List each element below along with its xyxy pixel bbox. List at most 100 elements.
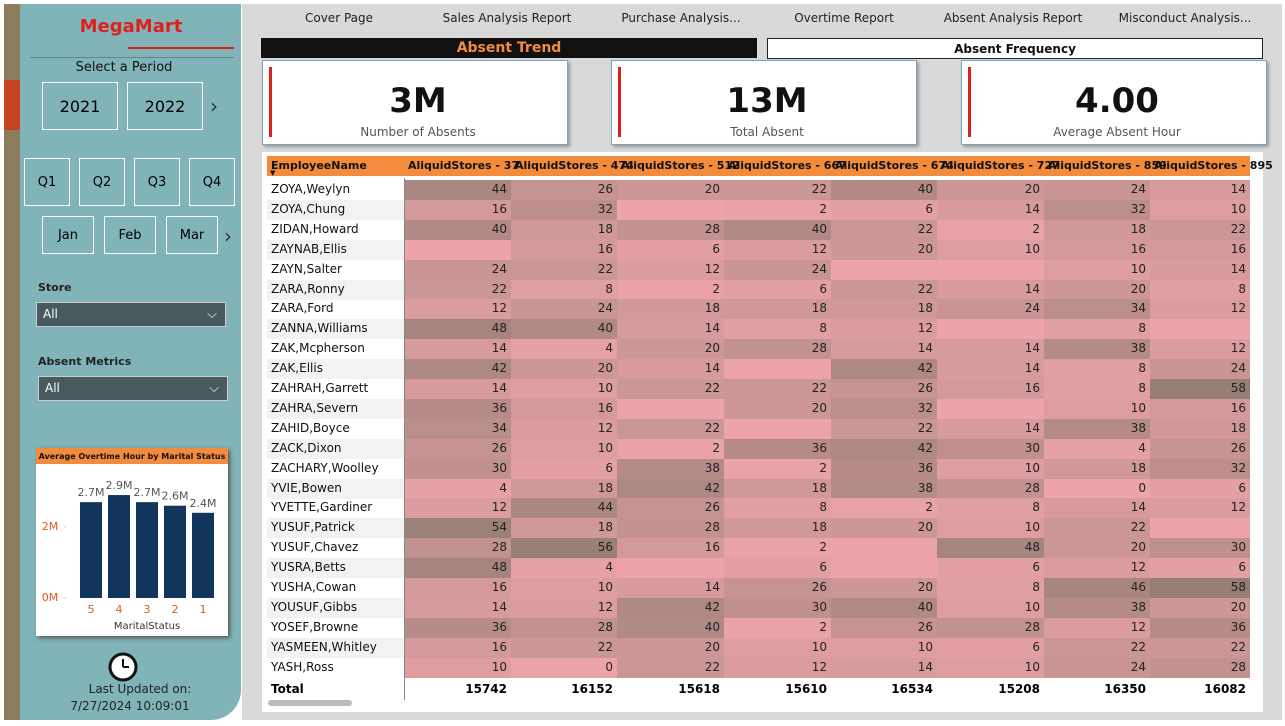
column-header[interactable]: AliquidStores - 474 xyxy=(515,159,634,172)
kpi-value: 3M xyxy=(389,81,447,121)
month-button[interactable]: Mar xyxy=(166,216,218,254)
column-header[interactable]: AliquidStores - 667 xyxy=(728,159,847,172)
nav-tab[interactable]: Purchase Analysis... xyxy=(621,11,741,25)
table-cell: 34 xyxy=(404,418,511,439)
row-label: ZOYA,Chung xyxy=(267,199,404,220)
value-label: 2.4M xyxy=(190,497,217,510)
table-cell: 32 xyxy=(831,398,937,419)
quarter-button[interactable]: Q2 xyxy=(79,158,125,206)
table-cell: 56 xyxy=(511,538,617,559)
column-header[interactable]: AliquidStores - 859 xyxy=(1048,159,1167,172)
table-cell: 12 xyxy=(724,239,831,260)
table-cell: 22 xyxy=(831,418,937,439)
table-cell: 10 xyxy=(1044,398,1150,419)
table-cell: 22 xyxy=(831,219,937,240)
nav-tab[interactable]: Misconduct Analysis... xyxy=(1118,11,1252,25)
table-cell: 10 xyxy=(1044,259,1150,280)
month-button[interactable]: Jan xyxy=(42,216,94,254)
column-header[interactable]: EmployeeName xyxy=(271,159,367,172)
row-label: YUSUF,Chavez xyxy=(271,540,359,555)
table-cell: 4 xyxy=(404,478,511,499)
table-cell: 36 xyxy=(404,617,511,638)
nav-tab[interactable]: Absent Analysis Report xyxy=(943,11,1083,25)
table-cell: 16 xyxy=(511,398,617,419)
table-cell: 16 xyxy=(404,199,511,220)
year-button[interactable]: 2022 xyxy=(127,82,203,130)
table-cell xyxy=(724,418,831,439)
table-cell: 24 xyxy=(1044,657,1150,678)
table-cell: 40 xyxy=(831,180,937,200)
table-cell: 6 xyxy=(617,239,724,260)
tab-active[interactable]: Absent Trend xyxy=(261,38,757,58)
table-cell xyxy=(831,538,937,559)
x-axis-label: MaritalStatus xyxy=(114,621,180,632)
table-cell: 6 xyxy=(724,279,831,300)
table-cell: 58 xyxy=(1150,578,1250,598)
filter-dropdown[interactable]: All xyxy=(38,376,228,401)
nav-tab[interactable]: Overtime Report xyxy=(794,11,894,25)
kpi-accent xyxy=(618,67,621,137)
table-cell: 10 xyxy=(511,379,617,399)
quarter-button[interactable]: Q3 xyxy=(134,158,180,206)
bar xyxy=(192,512,214,598)
bar xyxy=(108,495,130,598)
table-cell: 10 xyxy=(1150,199,1250,220)
column-header[interactable]: AliquidStores - 727 xyxy=(941,159,1060,172)
column-header[interactable]: AliquidStores - 895 xyxy=(1154,159,1273,172)
table-cell: 10 xyxy=(937,518,1044,539)
column-header[interactable]: AliquidStores - 37 xyxy=(408,159,520,172)
table-cell: 26 xyxy=(831,617,937,638)
x-tick-label: 4 xyxy=(116,603,123,616)
table-cell: 8 xyxy=(937,498,1044,519)
table-cell: 14 xyxy=(937,359,1044,380)
year-button[interactable]: 2021 xyxy=(42,82,118,130)
table-cell: 14 xyxy=(1044,498,1150,519)
total-cell: 15208 xyxy=(998,682,1040,696)
divider xyxy=(30,57,234,58)
table-cell: 18 xyxy=(724,299,831,320)
nav-tab[interactable]: Cover Page xyxy=(304,11,373,25)
table-cell: 26 xyxy=(1150,438,1250,459)
column-header[interactable]: AliquidStores - 674 xyxy=(835,159,954,172)
kpi-label: Number of Absents xyxy=(360,125,476,139)
row-label: YUSHA,Cowan xyxy=(271,580,357,594)
table-cell: 22 xyxy=(511,637,617,658)
column-header[interactable]: AliquidStores - 512 xyxy=(621,159,740,172)
table-cell: 2 xyxy=(831,498,937,519)
table-cell: 16 xyxy=(511,239,617,260)
table-cell: 22 xyxy=(1150,637,1250,658)
table-cell: 2 xyxy=(724,458,831,479)
row-label: ZAHRA,Severn xyxy=(267,398,404,419)
value-label: 2.7M xyxy=(78,486,105,499)
table-cell: 8 xyxy=(511,279,617,300)
table-cell: 14 xyxy=(1150,259,1250,280)
row-label: ZARA,Ford xyxy=(271,301,334,316)
row-label: YVIE,Bowen xyxy=(267,478,404,499)
table-cell: 16 xyxy=(937,379,1044,399)
kpi-accent xyxy=(968,67,971,137)
table-cell: 14 xyxy=(404,379,511,399)
table-cell: 20 xyxy=(511,359,617,380)
month-button[interactable]: Feb xyxy=(104,216,156,254)
row-label: YASH,Ross xyxy=(271,659,334,674)
table-cell: 48 xyxy=(404,319,511,340)
filter-dropdown[interactable]: All xyxy=(36,302,226,327)
quarter-button[interactable]: Q4 xyxy=(189,158,235,206)
tab[interactable]: Absent Frequency xyxy=(767,38,1263,59)
table-cell: 12 xyxy=(1044,617,1150,638)
table-cell: 12 xyxy=(511,597,617,618)
table-cell: 4 xyxy=(511,558,617,579)
table-cell: 8 xyxy=(1044,379,1150,399)
table-cell: 48 xyxy=(937,538,1044,559)
quarter-button[interactable]: Q1 xyxy=(24,158,70,206)
table-cell xyxy=(617,558,724,579)
table-cell: 24 xyxy=(1044,180,1150,200)
table-cell: 44 xyxy=(404,180,511,200)
table-cell: 12 xyxy=(1150,498,1250,519)
table-cell: 38 xyxy=(1044,339,1150,360)
table-cell: 8 xyxy=(1150,279,1250,300)
table-cell: 54 xyxy=(404,518,511,539)
row-label: ZAK,Mcpherson xyxy=(271,341,365,356)
nav-tab[interactable]: Sales Analysis Report xyxy=(442,11,572,25)
table-cell: 10 xyxy=(831,637,937,658)
